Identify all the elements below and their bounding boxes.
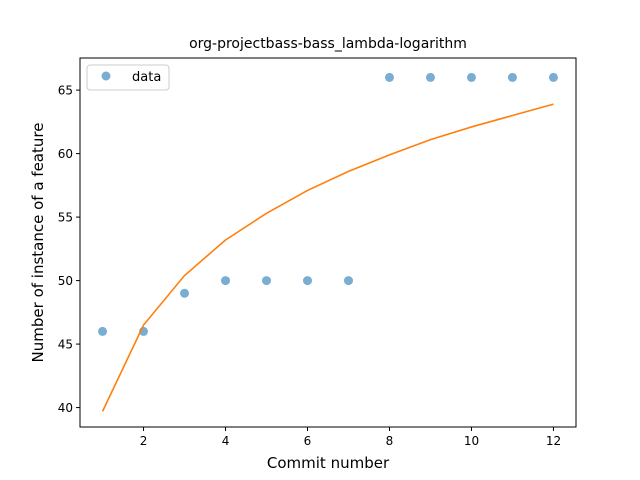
x-tick-label: 4 — [222, 434, 230, 448]
x-tick-label: 10 — [464, 434, 479, 448]
data-point — [548, 72, 558, 82]
y-axis: 40 45 50 55 60 65 — [58, 84, 80, 415]
legend-marker-data — [101, 71, 111, 81]
chart-title: org-projectbass-bass_lambda-logarithm — [189, 36, 467, 52]
x-axis-label: Commit number — [267, 454, 390, 472]
y-tick-label: 65 — [58, 84, 73, 98]
x-tick-label: 12 — [546, 434, 561, 448]
y-axis-label: Number of instance of a feature — [29, 123, 47, 363]
x-tick-label: 6 — [304, 434, 312, 448]
axes-frame — [79, 57, 577, 428]
data-point — [180, 288, 190, 298]
data-point — [262, 276, 272, 286]
data-point — [466, 72, 476, 82]
x-tick-label: 2 — [140, 434, 148, 448]
data-point — [343, 276, 353, 286]
data-point — [384, 72, 394, 82]
x-axis: 2 4 6 8 10 12 — [140, 427, 561, 448]
data-point — [425, 72, 435, 82]
data-point — [507, 72, 517, 82]
plot-area — [98, 72, 558, 412]
y-tick-label: 45 — [58, 338, 73, 352]
y-tick-label: 60 — [58, 147, 73, 161]
data-point — [98, 326, 108, 336]
legend-box — [86, 64, 170, 91]
legend-label-data: data — [132, 70, 161, 85]
data-point — [303, 276, 313, 286]
fit-line — [101, 103, 554, 412]
y-tick-label: 40 — [58, 401, 73, 415]
x-tick-label: 8 — [386, 434, 394, 448]
y-tick-label: 55 — [58, 211, 73, 225]
y-tick-label: 50 — [58, 274, 73, 288]
legend: data — [86, 64, 170, 91]
data-point — [221, 276, 231, 286]
